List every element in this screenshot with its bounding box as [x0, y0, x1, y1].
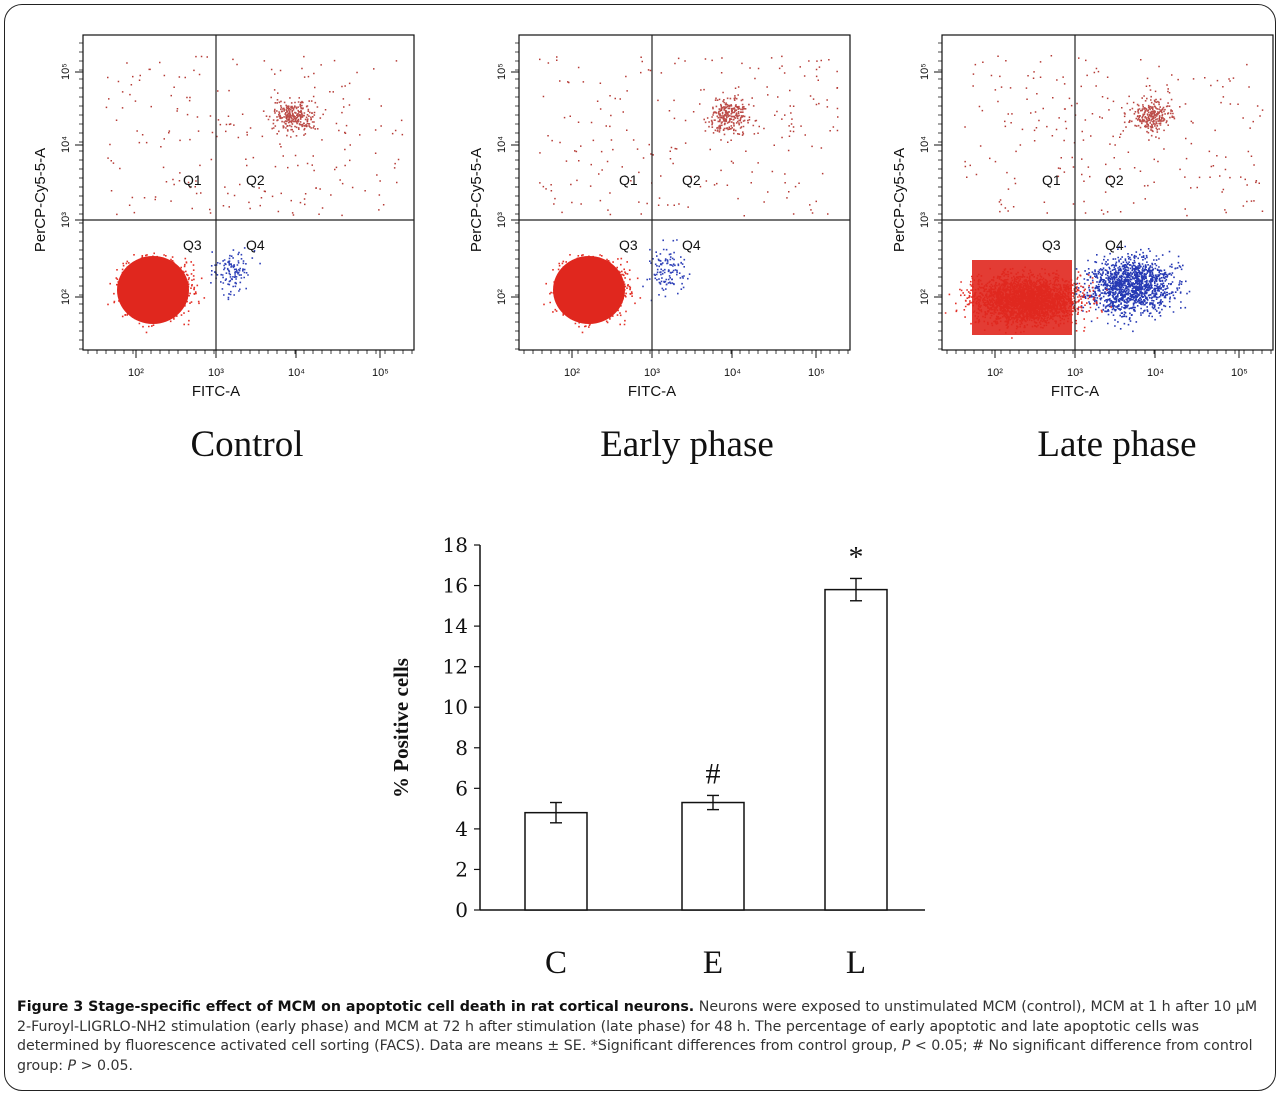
y-tick-label: 10³ [496, 212, 508, 228]
y-tick-label: 0 [455, 898, 468, 922]
y-tick-label: 10⁴ [496, 136, 508, 153]
y-tick-label: 18 [443, 533, 468, 557]
facs-panel-control: Q1 Q2 Q3 Q4 10² 10³ 10⁴ 10⁵ 10² 10³ 10⁴ 10⁵ FITC-A Pe… [32, 34, 415, 400]
facs-xlabel: FITC-A [628, 383, 676, 400]
x-tick-label: 10³ [1067, 367, 1083, 379]
y-tick-label: 10⁵ [496, 63, 508, 80]
x-tick-label: 10⁵ [1231, 367, 1248, 379]
facs-xlabel: FITC-A [192, 383, 240, 400]
facs-title-late: Late phase [1037, 424, 1197, 465]
x-tick-label: 10² [564, 367, 580, 379]
facs-title-control: Control [190, 424, 304, 465]
quadrant-label-q1: Q1 [619, 172, 638, 188]
bar-e [681, 801, 745, 911]
caption-body-2: < 0.05; # No significant difference from… [17, 1038, 1253, 1074]
quadrant-label-q3: Q3 [619, 237, 638, 253]
y-tick-label: 2 [455, 857, 468, 881]
significance-marker-e: # [706, 757, 721, 790]
y-tick-label: 16 [443, 574, 468, 598]
caption-body-1: Neurons were exposed to unstimulated MCM… [17, 999, 1258, 1054]
x-tick-label: 10² [128, 367, 144, 379]
facs-plots: Q1 Q2 Q3 Q4 10² 10³ 10⁴ 10⁵ 10² 10³ 10⁴ 10⁵ FITC-A Pe… [32, 34, 1274, 400]
y-tick-label: 12 [443, 655, 468, 679]
y-tick-label: 10³ [60, 212, 72, 228]
figure-frame: Q1 Q2 Q3 Q4 10² 10³ 10⁴ 10⁵ 10² 10³ 10⁴ 10⁵ FITC-A Pe… [4, 4, 1276, 1091]
significance-marker-l: * [849, 540, 864, 573]
category-label-c: C [545, 945, 567, 981]
y-tick-label: 10⁴ [919, 136, 931, 153]
y-tick-label: 8 [455, 736, 468, 760]
category-label-e: E [703, 945, 723, 981]
x-tick-label: 10³ [208, 367, 224, 379]
y-tick-label: 10⁵ [919, 63, 931, 80]
facs-xlabel: FITC-A [1051, 383, 1099, 400]
figure-caption: Figure 3 Stage-specific effect of MCM on… [17, 998, 1267, 1076]
y-tick-label: 14 [443, 614, 468, 638]
facs-ylabel: PerCP-Cy5-5-A [468, 148, 485, 252]
y-tick-label: 4 [455, 817, 468, 841]
quadrant-label-q2: Q2 [1105, 172, 1124, 188]
x-tick-label: 10³ [644, 367, 660, 379]
caption-body-3: > 0.05. [76, 1057, 134, 1074]
y-tick-label: 10 [443, 695, 468, 719]
caption-p-2: P [67, 1057, 77, 1074]
x-tick-label: 10⁴ [288, 367, 305, 379]
x-tick-label: 10⁴ [1147, 367, 1164, 379]
x-tick-label: 10⁴ [724, 367, 741, 379]
quadrant-label-q4: Q4 [246, 237, 265, 253]
caption-p-1: P [901, 1038, 911, 1054]
x-tick-label: 10⁵ [372, 367, 389, 379]
x-tick-label: 10² [987, 367, 1003, 379]
y-tick-label: 10⁴ [60, 136, 72, 153]
facs-panel-early: Q1 Q2 Q3 Q4 10² 10³ 10⁴ 10⁵ 10² 10³ 10⁴ 10⁵ FITC-A Pe… [468, 34, 851, 400]
y-axis-label: % Positive cells [389, 658, 413, 798]
y-tick-label: 10² [919, 289, 931, 305]
quadrant-label-q3: Q3 [1042, 237, 1061, 253]
category-label-l: L [846, 945, 866, 981]
bar-l [824, 588, 888, 911]
y-tick-label: 10² [60, 289, 72, 305]
quadrant-label-q2: Q2 [246, 172, 265, 188]
quadrant-label-q1: Q1 [1042, 172, 1061, 188]
y-tick-label: 6 [455, 776, 468, 800]
y-tick-label: 10³ [919, 212, 931, 228]
quadrant-label-q1: Q1 [183, 172, 202, 188]
bar-chart: 0 2 4 6 8 10 12 14 16 18 % Positive cells C E # L * [389, 533, 925, 981]
y-tick-label: 10² [496, 289, 508, 305]
quadrant-label-q3: Q3 [183, 237, 202, 253]
facs-title-early: Early phase [600, 424, 774, 465]
quadrant-label-q2: Q2 [682, 172, 701, 188]
bar-c [524, 811, 588, 911]
facs-panel-late: Q1 Q2 Q3 Q4 10² 10³ 10⁴ 10⁵ 10² 10³ 10⁴ 10⁵ FITC-A Pe… [891, 34, 1274, 400]
caption-title: Figure 3 Stage-specific effect of MCM on… [17, 999, 695, 1015]
y-tick-label: 10⁵ [60, 63, 72, 80]
quadrant-label-q4: Q4 [682, 237, 701, 253]
x-tick-label: 10⁵ [808, 367, 825, 379]
quadrant-label-q4: Q4 [1105, 237, 1124, 253]
facs-ylabel: PerCP-Cy5-5-A [32, 148, 49, 252]
facs-ylabel: PerCP-Cy5-5-A [891, 148, 908, 252]
